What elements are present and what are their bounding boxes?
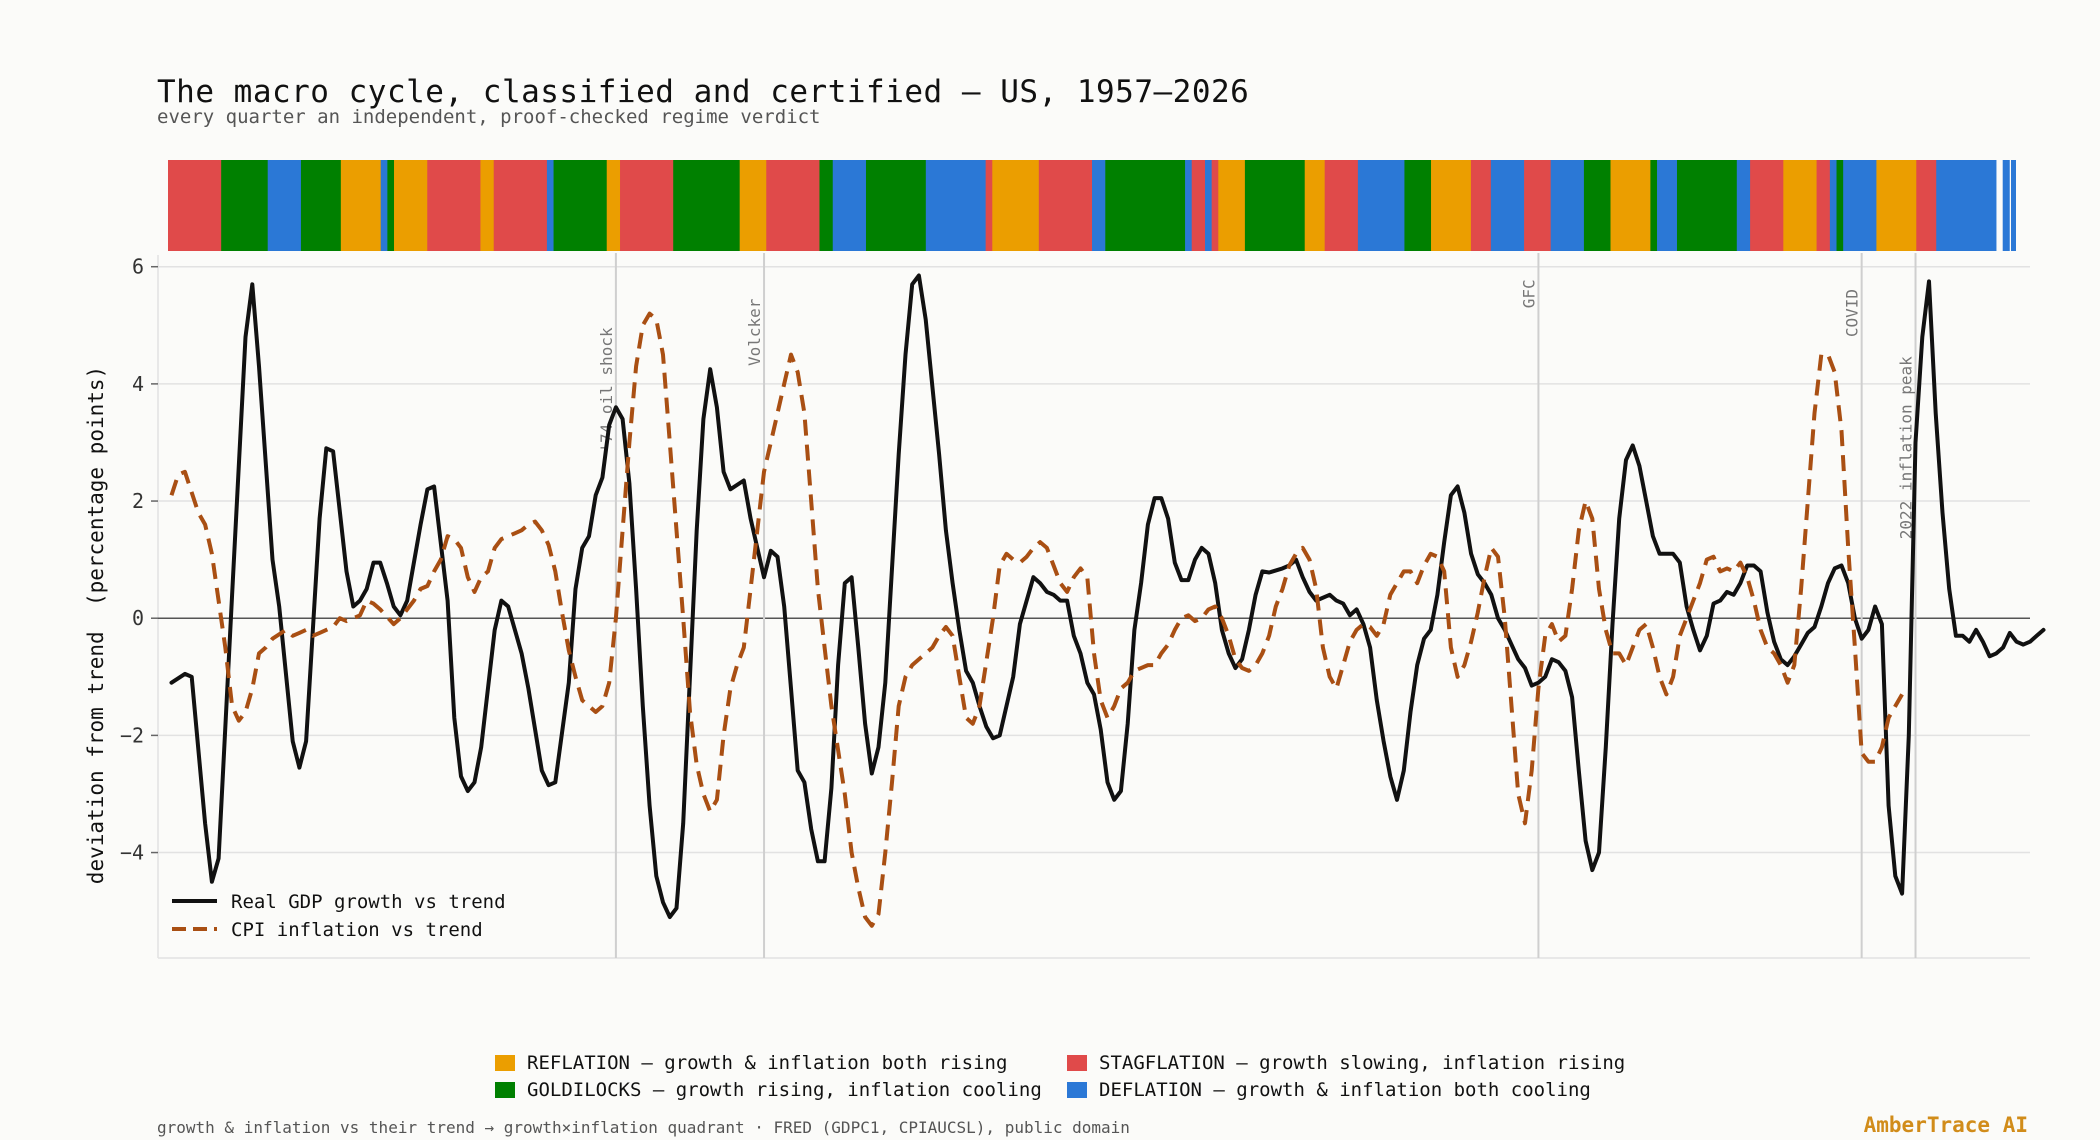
regime-segment-reflation <box>606 160 621 251</box>
y-tick-label: −4 <box>120 841 144 865</box>
regime-segment-deflation <box>267 160 302 251</box>
y-tick-label: 0 <box>132 606 144 630</box>
regime-segment-deflation <box>2002 160 2010 251</box>
footnote: growth & inflation vs their trend → grow… <box>157 1118 1130 1137</box>
legend-label-deflation: DEFLATION — growth & inflation both cool… <box>1099 1079 1591 1101</box>
regime-segment-goldilocks <box>1676 160 1738 251</box>
legend-label-cpi: CPI inflation vs trend <box>231 919 483 941</box>
chart-title: The macro cycle, classified and certifie… <box>157 74 1250 110</box>
regime-segment-deflation <box>925 160 987 251</box>
regime-legend: REFLATION — growth & inflation both risi… <box>495 1050 1655 1106</box>
legend-label-reflation: REFLATION — growth & inflation both risi… <box>527 1052 1008 1074</box>
regime-segment-deflation <box>1185 160 1193 251</box>
chart-subtitle: every quarter an independent, proof-chec… <box>157 106 821 128</box>
regime-strip <box>168 160 2016 251</box>
legend-item-stagflation: STAGFLATION — growth slowing, inflation … <box>1067 1050 1625 1076</box>
regime-segment-deflation <box>2011 160 2016 251</box>
regime-segment-stagflation <box>1191 160 1206 251</box>
regime-segment-reflation <box>992 160 1040 251</box>
regime-segment-reflation <box>1218 160 1246 251</box>
legend-label-goldilocks: GOLDILOCKS — growth rising, inflation co… <box>527 1079 1042 1101</box>
legend-item-reflation: REFLATION — growth & inflation both risi… <box>495 1050 1007 1076</box>
regime-segment-reflation <box>1783 160 1817 251</box>
legend-swatch-stagflation <box>1067 1055 1087 1071</box>
regime-segment-stagflation <box>766 160 820 251</box>
y-axis: 6 4 2 0 −2 −4 <box>120 255 158 865</box>
regime-segment-deflation <box>1843 160 1877 251</box>
event-label: COVID <box>1843 289 1862 337</box>
regime-segment-stagflation <box>1816 160 1831 251</box>
regime-segment-deflation <box>546 160 554 251</box>
regime-segment-goldilocks <box>553 160 608 251</box>
regime-segment-reflation <box>1610 160 1651 251</box>
regime-segment-reflation <box>1304 160 1326 251</box>
event-label: 2022 inflation peak <box>1897 356 1916 539</box>
regime-segment-reflation <box>1431 160 1472 251</box>
legend-swatch-reflation <box>495 1055 515 1071</box>
regime-segment-stagflation <box>1038 160 1093 251</box>
regime-segment-deflation <box>1092 160 1106 251</box>
regime-segment-goldilocks <box>387 160 395 251</box>
cpi-series-line <box>169 311 1904 928</box>
regime-segment-goldilocks <box>1836 160 1844 251</box>
regime-segment-reflation <box>394 160 428 251</box>
legend-item-deflation: DEFLATION — growth & inflation both cool… <box>1067 1077 1591 1103</box>
regime-segment-deflation <box>1205 160 1213 251</box>
regime-segment-stagflation <box>620 160 674 251</box>
regime-segment-goldilocks <box>221 160 269 251</box>
regime-segment-goldilocks <box>1650 160 1658 251</box>
regime-segment-goldilocks <box>865 160 927 251</box>
event-label: Volcker <box>745 298 764 366</box>
regime-segment-goldilocks <box>1105 160 1186 251</box>
legend-item-goldilocks: GOLDILOCKS — growth rising, inflation co… <box>495 1077 1042 1103</box>
regime-segment-stagflation <box>1324 160 1359 251</box>
brand-label: AmberTrace AI <box>1863 1113 2028 1137</box>
regime-segment-deflation <box>380 160 388 251</box>
regime-segment-stagflation <box>1750 160 1784 251</box>
grid-layer <box>157 255 2030 959</box>
regime-segment-goldilocks <box>673 160 741 251</box>
y-axis-label: deviation from trend (percentage points) <box>84 366 108 884</box>
regime-segment-goldilocks <box>1404 160 1432 251</box>
regime-segment-goldilocks <box>1244 160 1306 251</box>
legend-label-stagflation: STAGFLATION — growth slowing, inflation … <box>1099 1052 1626 1074</box>
regime-segment-deflation <box>1550 160 1585 251</box>
regime-segment-goldilocks <box>1583 160 1611 251</box>
gdp-series-line <box>169 273 2046 919</box>
y-tick-label: −2 <box>120 723 144 747</box>
regime-segment-deflation <box>1829 160 1837 251</box>
regime-segment-stagflation <box>985 160 993 251</box>
regime-segment-goldilocks <box>819 160 834 251</box>
regime-segment-stagflation <box>1470 160 1492 251</box>
series-layer <box>169 273 2046 928</box>
regime-segment-deflation <box>1936 160 1997 251</box>
regime-segment-stagflation <box>1916 160 1937 251</box>
line-legend: Real GDP growth vs trend CPI inflation vs… <box>172 891 506 941</box>
regime-segment-deflation <box>1357 160 1405 251</box>
event-label: GFC <box>1519 279 1538 308</box>
regime-segment-deflation <box>832 160 867 251</box>
regime-segment-reflation <box>1876 160 1917 251</box>
regime-segment-stagflation <box>1211 160 1219 251</box>
regime-segment-deflation <box>1736 160 1751 251</box>
regime-segment-deflation <box>1490 160 1525 251</box>
regime-segment-stagflation <box>1524 160 1552 251</box>
regime-segment-stagflation <box>427 160 481 251</box>
y-tick-label: 4 <box>132 372 144 396</box>
legend-label-gdp: Real GDP growth vs trend <box>231 891 506 913</box>
y-tick-label: 6 <box>132 255 144 279</box>
regime-segment-goldilocks <box>300 160 342 251</box>
regime-segment-reflation <box>340 160 382 251</box>
regime-segment-stagflation <box>493 160 548 251</box>
y-tick-label: 2 <box>132 489 144 513</box>
regime-segment-reflation <box>739 160 767 251</box>
regime-segment-deflation <box>1657 160 1678 251</box>
regime-segment-reflation <box>480 160 495 251</box>
legend-swatch-deflation <box>1067 1082 1087 1098</box>
legend-swatch-goldilocks <box>495 1082 515 1098</box>
regime-segment-stagflation <box>168 160 222 251</box>
